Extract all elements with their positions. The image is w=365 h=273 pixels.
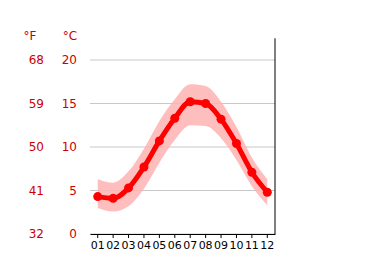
x-tick: 08 [199,234,213,252]
y-axis-line [77,39,78,235]
y-axis-tick-label: 15 [62,97,77,111]
x-tick-mark [205,234,206,238]
x-tick-label: 07 [183,239,197,252]
x-axis: 010203040506070809101112 [91,234,276,252]
y2-axis-line [44,39,45,235]
marker [263,188,272,197]
x-tick: 03 [122,234,136,252]
grid-line [90,60,275,61]
x-tick-label: 11 [245,239,259,252]
x-tick-mark [143,234,144,238]
x-tick-label: 10 [229,239,243,252]
marker [186,97,195,106]
x-axis-line [91,234,276,235]
x-tick-label: 03 [122,239,136,252]
marker [217,115,226,124]
y-axis-tick: 15 [62,97,77,111]
y-axis-tick: 0 [69,227,77,241]
marker [109,194,118,203]
marks [93,84,272,211]
marker [201,99,210,108]
x-tick-mark [190,234,191,238]
y-axis-tick-label: 0 [69,227,77,241]
frame-line [275,38,276,234]
grid-line [90,147,275,148]
y2-axis-tick: 59 [29,97,44,111]
marker [170,114,179,123]
marker [139,163,148,172]
x-tick: 10 [229,234,243,252]
y2-axis-tick: 32 [29,227,44,241]
x-tick: 07 [183,234,197,252]
x-tick-mark [267,234,268,238]
x-tick-label: 06 [168,239,182,252]
x-tick-label: 04 [137,239,151,252]
y2-axis-tick-label: 50 [29,140,44,154]
y2-axis-tick: 68 [29,53,44,67]
mean-line [98,102,268,199]
range-band [98,84,268,211]
y2-axis-tick-label: 32 [29,227,44,241]
y2-axis-title: °F [24,29,37,43]
y-axis-tick-label: 10 [62,140,77,154]
x-tick-label: 08 [199,239,213,252]
x-tick-mark [97,234,98,238]
x-tick-label: 02 [106,239,120,252]
x-tick-mark [174,234,175,238]
x-tick-mark [221,234,222,238]
x-tick-mark [236,234,237,238]
x-tick-label: 01 [91,239,105,252]
y-axis-tick: 10 [62,140,77,154]
grid-line [90,234,275,235]
x-tick: 12 [260,234,274,252]
y-axis-tick-label: 5 [69,184,77,198]
chart: 0102030405060708091011120510152032415059… [0,0,365,273]
y2-axis-tick-label: 59 [29,97,44,111]
y2-axis-tick-label: 68 [29,53,44,67]
marker [232,139,241,148]
x-tick-label: 12 [260,239,274,252]
grid [90,60,275,234]
y2-axis-tick-label: 41 [29,184,44,198]
y-axis-tick: 5 [69,184,77,198]
y-axis-title: °C [63,29,77,43]
x-tick: 01 [91,234,105,252]
x-tick: 11 [245,234,259,252]
y2-axis-tick: 41 [29,184,44,198]
marker [155,136,164,145]
x-tick-mark [113,234,114,238]
x-tick-mark [159,234,160,238]
x-tick: 04 [137,234,151,252]
y2-axis-tick: 50 [29,140,44,154]
x-tick-label: 09 [214,239,228,252]
x-tick: 09 [214,234,228,252]
x-tick: 06 [168,234,182,252]
y-axis-tick: 20 [62,53,77,67]
y2-axis: 32 41 50 59 68 [29,39,45,242]
marker [93,192,102,201]
x-tick-mark [251,234,252,238]
marker [124,183,133,192]
x-tick-label: 05 [152,239,166,252]
x-tick: 02 [106,234,120,252]
x-tick-mark [128,234,129,238]
marker [247,168,256,177]
x-tick: 05 [152,234,166,252]
y-axis: 0 5 10 15 20 [62,39,78,242]
y-axis-tick-label: 20 [62,53,77,67]
